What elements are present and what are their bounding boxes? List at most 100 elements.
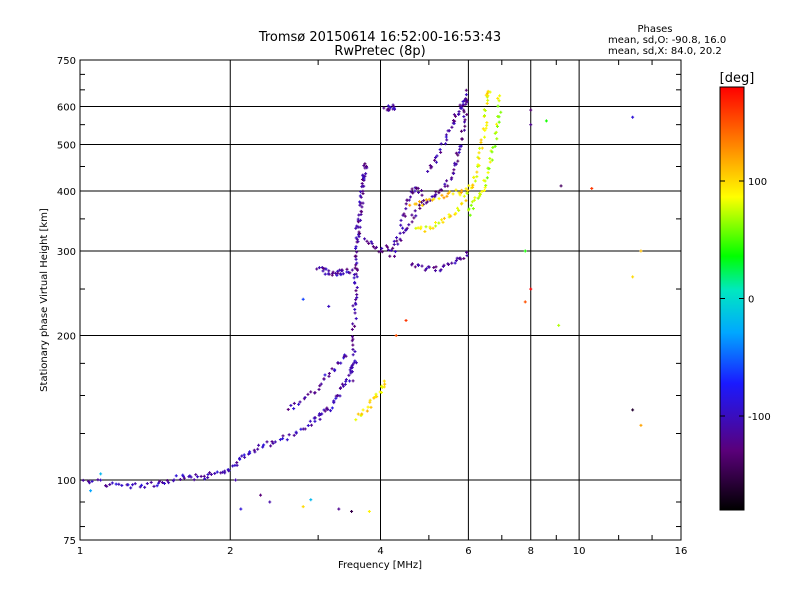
data-point xyxy=(303,427,307,431)
data-point xyxy=(373,246,377,250)
data-point xyxy=(359,218,363,222)
data-point xyxy=(484,183,488,187)
data-point xyxy=(350,339,354,343)
data-point xyxy=(476,196,480,200)
data-point xyxy=(446,191,450,195)
y-tick-label: 200 xyxy=(57,332,76,343)
data-point xyxy=(464,199,468,203)
y-tick-label: 300 xyxy=(57,247,76,258)
data-point xyxy=(452,113,456,117)
data-point xyxy=(480,189,484,193)
data-point xyxy=(419,225,423,229)
data-point xyxy=(306,392,310,396)
data-point xyxy=(369,240,373,244)
data-point xyxy=(420,264,424,268)
data-point xyxy=(483,128,487,132)
data-point xyxy=(368,398,372,402)
data-point xyxy=(377,250,381,254)
data-point xyxy=(413,189,417,193)
data-point xyxy=(441,220,445,224)
data-point xyxy=(382,379,386,383)
data-point xyxy=(410,187,414,191)
data-point xyxy=(331,270,335,274)
data-point xyxy=(420,200,424,204)
data-point xyxy=(457,112,461,116)
data-point xyxy=(491,146,495,150)
data-point xyxy=(445,138,449,142)
data-point xyxy=(363,162,367,166)
data-point xyxy=(427,197,431,201)
data-point xyxy=(463,97,467,101)
data-point xyxy=(384,244,388,248)
data-point xyxy=(354,289,358,293)
data-point xyxy=(427,265,431,269)
data-point xyxy=(398,231,402,235)
data-point xyxy=(391,103,395,107)
data-point xyxy=(203,477,207,481)
data-point xyxy=(410,220,414,224)
y-tick-label: 400 xyxy=(57,187,76,198)
data-point xyxy=(466,188,470,192)
data-point xyxy=(353,359,357,363)
data-point xyxy=(445,179,449,183)
data-point xyxy=(256,447,260,451)
data-point xyxy=(257,443,261,447)
data-point xyxy=(227,469,231,473)
data-point xyxy=(414,202,418,206)
data-point xyxy=(313,391,317,395)
data-point xyxy=(324,267,328,271)
data-point xyxy=(486,166,490,170)
data-point xyxy=(361,408,365,412)
data-point xyxy=(434,265,438,269)
data-point xyxy=(434,156,438,160)
data-point xyxy=(345,267,349,271)
data-point xyxy=(424,225,428,229)
data-point xyxy=(402,231,406,235)
data-point xyxy=(412,216,416,220)
data-point xyxy=(131,483,135,487)
data-point xyxy=(355,293,359,297)
phase-info-x: mean, sd,X: 84.0, 20.2 xyxy=(608,46,722,57)
data-point xyxy=(306,424,310,428)
data-point xyxy=(392,106,396,110)
data-point xyxy=(362,177,366,181)
data-point xyxy=(495,124,499,128)
data-point xyxy=(353,324,357,328)
data-point xyxy=(454,114,458,118)
data-point xyxy=(292,407,296,411)
data-point xyxy=(398,237,402,241)
data-point xyxy=(297,402,301,406)
data-point xyxy=(155,484,159,488)
data-point xyxy=(160,481,164,485)
data-point xyxy=(323,272,327,276)
data-point xyxy=(356,240,360,244)
data-point xyxy=(440,188,444,192)
data-point xyxy=(465,113,469,117)
data-point xyxy=(360,178,364,182)
data-point xyxy=(407,223,411,227)
data-point xyxy=(353,281,357,285)
x-tick-label: 6 xyxy=(465,546,471,557)
data-point xyxy=(417,203,421,207)
data-point xyxy=(631,275,635,279)
data-point xyxy=(485,123,489,127)
data-point xyxy=(319,382,323,386)
data-point xyxy=(590,186,594,190)
data-point xyxy=(360,181,364,185)
data-point xyxy=(403,214,407,218)
data-point xyxy=(391,246,395,250)
data-point xyxy=(473,179,477,183)
data-point xyxy=(433,269,437,273)
data-point xyxy=(367,241,371,245)
data-point xyxy=(478,146,482,150)
data-point xyxy=(133,482,137,486)
data-point xyxy=(370,242,374,246)
data-point xyxy=(458,193,462,197)
data-point xyxy=(631,408,635,412)
data-point xyxy=(317,266,321,270)
data-point xyxy=(356,217,360,221)
data-point xyxy=(309,498,313,502)
data-point xyxy=(355,286,359,290)
data-point xyxy=(523,300,527,304)
data-point xyxy=(450,125,454,129)
